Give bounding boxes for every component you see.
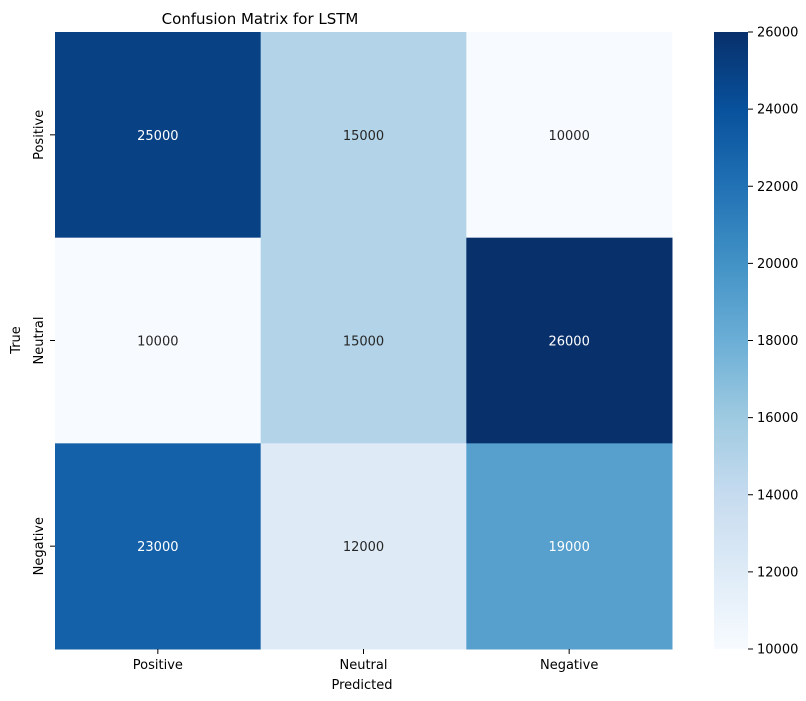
y-tick-label: Negative bbox=[32, 517, 47, 575]
colorbar-tick-label: 16000 bbox=[757, 411, 798, 426]
colorbar-tick-label: 10000 bbox=[757, 643, 798, 658]
cell-value-label: 19000 bbox=[548, 540, 589, 555]
colorbar-tick-label: 14000 bbox=[757, 488, 798, 503]
x-tick-label: Positive bbox=[133, 658, 183, 673]
chart-title: Confusion Matrix for LSTM bbox=[162, 10, 359, 28]
colorbar-tick-label: 26000 bbox=[757, 26, 798, 41]
heatmap-cell bbox=[55, 32, 262, 239]
heatmap-cell bbox=[466, 32, 673, 239]
cell-value-label: 15000 bbox=[343, 129, 384, 144]
x-tick-label: Neutral bbox=[340, 658, 388, 673]
cell-value-label: 26000 bbox=[548, 335, 589, 350]
cell-value-label: 15000 bbox=[343, 335, 384, 350]
cell-value-label: 12000 bbox=[343, 540, 384, 555]
heatmap-cell bbox=[260, 443, 467, 650]
y-axis: Positive Neutral Negative bbox=[32, 110, 55, 575]
x-axis-label: Predicted bbox=[331, 678, 392, 693]
colorbar-tick-label: 22000 bbox=[757, 180, 798, 195]
heatmap-cell bbox=[55, 443, 262, 650]
heatmap-cell-labels: 25000 15000 10000 10000 15000 26000 23000 12000… bbox=[137, 129, 590, 555]
x-axis: Positive Neutral Negative bbox=[133, 649, 598, 673]
cell-value-label: 10000 bbox=[548, 129, 589, 144]
colorbar-tick-label: 24000 bbox=[757, 103, 798, 118]
cell-value-label: 25000 bbox=[137, 129, 178, 144]
y-tick-label: Neutral bbox=[32, 317, 47, 365]
heatmap-cell bbox=[260, 237, 467, 444]
cell-value-label: 10000 bbox=[137, 335, 178, 350]
y-axis-label: True bbox=[9, 326, 24, 355]
colorbar-tick-label: 12000 bbox=[757, 565, 798, 580]
colorbar bbox=[714, 32, 748, 649]
heatmap-cells bbox=[55, 32, 673, 650]
heatmap-cell bbox=[260, 32, 467, 239]
heatmap-cell bbox=[466, 443, 673, 650]
x-tick-label: Negative bbox=[540, 658, 598, 673]
colorbar-tick-label: 18000 bbox=[757, 334, 798, 349]
colorbar-tick-label: 20000 bbox=[757, 257, 798, 272]
heatmap-cell bbox=[55, 237, 262, 444]
heatmap-cell bbox=[466, 237, 673, 444]
colorbar-axis: 10000 12000 14000 16000 18000 20000 22000 24000… bbox=[748, 26, 798, 658]
cell-value-label: 23000 bbox=[137, 540, 178, 555]
y-tick-label: Positive bbox=[32, 110, 47, 160]
